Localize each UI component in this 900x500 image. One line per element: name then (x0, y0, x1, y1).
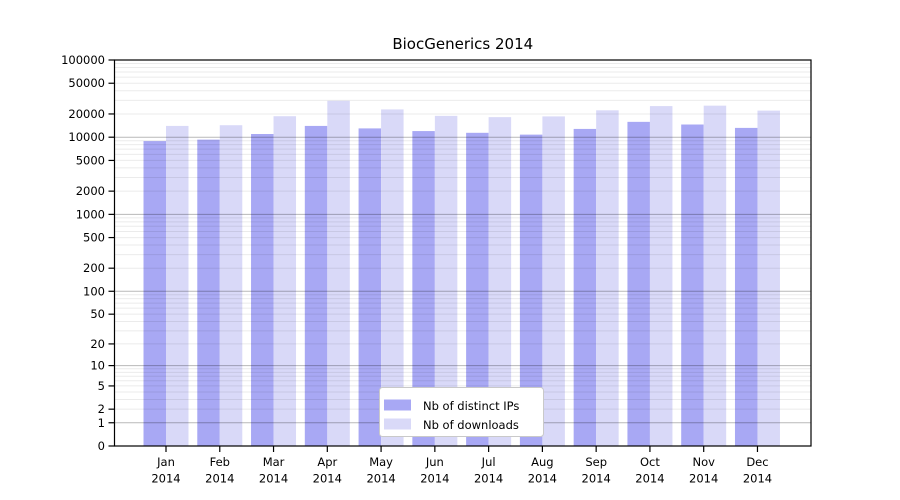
bar-dec-distinct-ips (734, 127, 758, 446)
y-tick-label: 0 (98, 439, 105, 453)
x-tick-label-month: Aug (531, 455, 553, 469)
bar-oct-distinct-ips (627, 121, 650, 447)
x-tick-label-month: Jan (156, 455, 175, 469)
legend-swatch-distinct-ips (384, 399, 411, 411)
bar-jun-distinct-ips (412, 131, 435, 446)
y-tick-label: 5 (98, 379, 105, 393)
y-tick-label: 5000 (76, 153, 105, 167)
y-tick-label: 2000 (76, 184, 105, 198)
bar-sep-distinct-ips (573, 128, 597, 447)
bar-jun-downloads (434, 115, 458, 447)
y-tick-label: 200 (83, 261, 105, 275)
y-tick-label: 50000 (68, 76, 105, 90)
x-tick-label-month: Apr (317, 455, 337, 469)
bars-layer (143, 100, 780, 447)
chart-title: BiocGenerics 2014 (392, 35, 533, 53)
y-tick-label: 100000 (61, 53, 105, 67)
x-tick-label-month: Nov (692, 455, 715, 469)
bar-apr-distinct-ips (304, 125, 328, 447)
y-tick-label: 1000 (76, 207, 105, 221)
x-tick-label-year: 2014 (151, 472, 180, 486)
bar-mar-distinct-ips (251, 134, 274, 446)
x-tick-label-month: Sep (585, 455, 607, 469)
y-tick-label: 2 (98, 402, 105, 416)
x-tick-label-year: 2014 (689, 472, 718, 486)
bar-aug-downloads (542, 116, 565, 446)
y-tick-label: 1 (98, 416, 105, 430)
bar-aug-distinct-ips (519, 134, 543, 446)
x-tick-label-year: 2014 (259, 472, 288, 486)
y-tick-label: 20 (90, 337, 105, 351)
grid-layer (114, 63, 811, 424)
y-tick-label: 50 (90, 307, 105, 321)
x-tick-label-month: Oct (640, 455, 660, 469)
bar-may-distinct-ips (358, 128, 382, 446)
legend: Nb of distinct IPs Nb of downloads (379, 387, 544, 437)
legend-swatch-downloads (384, 418, 411, 430)
x-tick-label-month: Mar (263, 455, 285, 469)
x-tick-label-month: Jul (481, 455, 496, 469)
y-tick-label: 20000 (68, 107, 105, 121)
x-tick-label-month: Feb (210, 455, 230, 469)
bar-jan-downloads (166, 125, 189, 447)
x-tick-label-year: 2014 (635, 472, 664, 486)
bar-mar-downloads (273, 116, 297, 447)
plot-frame (113, 59, 812, 447)
bar-sep-downloads (596, 110, 619, 446)
bar-nov-distinct-ips (681, 124, 704, 446)
bar-nov-downloads (703, 105, 727, 447)
bar-feb-downloads (219, 125, 243, 447)
y-tick-label: 100 (83, 284, 105, 298)
x-tick-label-year: 2014 (743, 472, 772, 486)
x-tick-label-year: 2014 (582, 472, 611, 486)
legend-label-distinct-ips: Nb of distinct IPs (423, 399, 519, 413)
x-tick-label-year: 2014 (366, 472, 395, 486)
x-tick-label-year: 2014 (313, 472, 342, 486)
bar-apr-downloads (327, 100, 350, 446)
bar-oct-downloads (649, 106, 673, 446)
bar-dec-downloads (757, 110, 780, 447)
bar-jul-downloads (488, 117, 512, 447)
bar-jan-distinct-ips (143, 141, 166, 446)
x-tick-label-year: 2014 (420, 472, 449, 486)
x-tick-label-month: May (369, 455, 393, 469)
x-tick-label-year: 2014 (474, 472, 503, 486)
x-tick-label-year: 2014 (205, 472, 234, 486)
legend-label-downloads: Nb of downloads (423, 418, 519, 432)
legend-box (379, 387, 544, 437)
bar-feb-distinct-ips (197, 139, 220, 446)
x-tick-label-month: Dec (746, 455, 768, 469)
bar-jul-distinct-ips (466, 132, 489, 447)
y-tick-label: 500 (83, 231, 105, 245)
bar-may-downloads (381, 109, 404, 447)
axes-layer: 0 12 5 10 20 50 100 200 500 1000 2000 5000 10000 2000… (61, 53, 812, 486)
y-tick-label: 10000 (68, 130, 105, 144)
x-tick-label-year: 2014 (528, 472, 557, 486)
y-tick-label: 10 (90, 359, 105, 373)
x-tick-label-month: Jun (425, 455, 444, 469)
